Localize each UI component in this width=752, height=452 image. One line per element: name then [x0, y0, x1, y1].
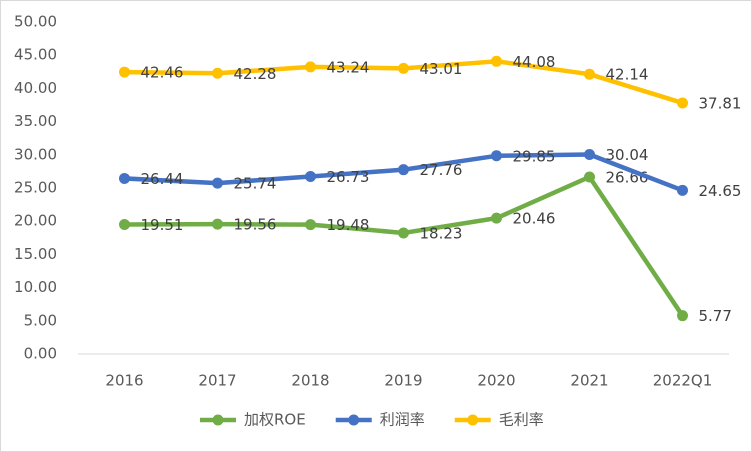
data-point — [212, 218, 223, 230]
y-tick-label: 5.00 — [24, 311, 57, 329]
legend-label: 加权ROE — [244, 411, 306, 429]
data-label: 42.14 — [606, 66, 649, 84]
y-tick-label: 30.00 — [14, 145, 57, 163]
x-tick-label: 2021 — [570, 372, 608, 390]
y-tick-label: 15.00 — [14, 245, 57, 263]
data-point — [584, 68, 595, 80]
data-label: 37.81 — [699, 94, 742, 112]
x-tick-label: 2020 — [477, 372, 515, 390]
x-tick-label: 2022Q1 — [653, 372, 713, 390]
data-point — [305, 61, 316, 73]
data-point — [677, 310, 688, 322]
data-label: 24.65 — [699, 182, 742, 200]
data-point — [491, 212, 502, 224]
data-point — [212, 67, 223, 79]
y-tick-label: 50.00 — [14, 13, 57, 31]
data-point — [305, 171, 316, 183]
data-label: 43.01 — [420, 60, 463, 78]
data-label: 42.28 — [234, 65, 277, 83]
x-tick-label: 2018 — [291, 372, 329, 390]
data-point — [677, 97, 688, 109]
y-tick-label: 20.00 — [14, 212, 57, 230]
data-label: 5.77 — [699, 307, 732, 325]
y-tick-label: 10.00 — [14, 278, 57, 296]
data-label: 29.85 — [513, 147, 556, 165]
y-tick-label: 35.00 — [14, 112, 57, 130]
data-point — [491, 150, 502, 162]
data-label: 42.46 — [141, 64, 184, 82]
data-point — [119, 172, 130, 184]
y-tick-label: 25.00 — [14, 179, 57, 197]
data-label: 43.24 — [327, 58, 370, 76]
legend-label: 利润率 — [380, 411, 425, 429]
data-point — [212, 177, 223, 189]
data-point — [584, 149, 595, 161]
data-label: 26.73 — [327, 168, 370, 186]
x-tick-label: 2016 — [105, 372, 143, 390]
data-point — [305, 219, 316, 231]
x-tick-label: 2017 — [198, 372, 236, 390]
data-label: 19.51 — [141, 216, 184, 234]
data-label: 27.76 — [420, 161, 463, 179]
data-point — [584, 171, 595, 183]
legend-marker — [467, 414, 479, 426]
x-tick-label: 2019 — [384, 372, 422, 390]
data-point — [398, 62, 409, 74]
data-label: 44.08 — [513, 53, 556, 71]
data-point — [119, 218, 130, 230]
y-tick-label: 45.00 — [14, 46, 57, 64]
data-label: 18.23 — [420, 224, 463, 242]
data-label: 26.44 — [141, 170, 184, 188]
y-tick-label: 40.00 — [14, 79, 57, 97]
data-label: 25.74 — [234, 175, 277, 193]
data-point — [491, 55, 502, 67]
y-tick-label: 0.00 — [24, 345, 57, 363]
data-label: 30.04 — [606, 146, 649, 164]
data-point — [398, 227, 409, 239]
data-point — [119, 66, 130, 78]
legend-label: 毛利率 — [499, 411, 544, 429]
data-label: 19.48 — [327, 216, 370, 234]
data-point — [677, 184, 688, 196]
legend-marker — [212, 414, 224, 426]
legend-marker — [348, 414, 360, 426]
data-label: 19.56 — [234, 216, 277, 234]
data-point — [398, 164, 409, 176]
data-label: 20.46 — [513, 210, 556, 228]
